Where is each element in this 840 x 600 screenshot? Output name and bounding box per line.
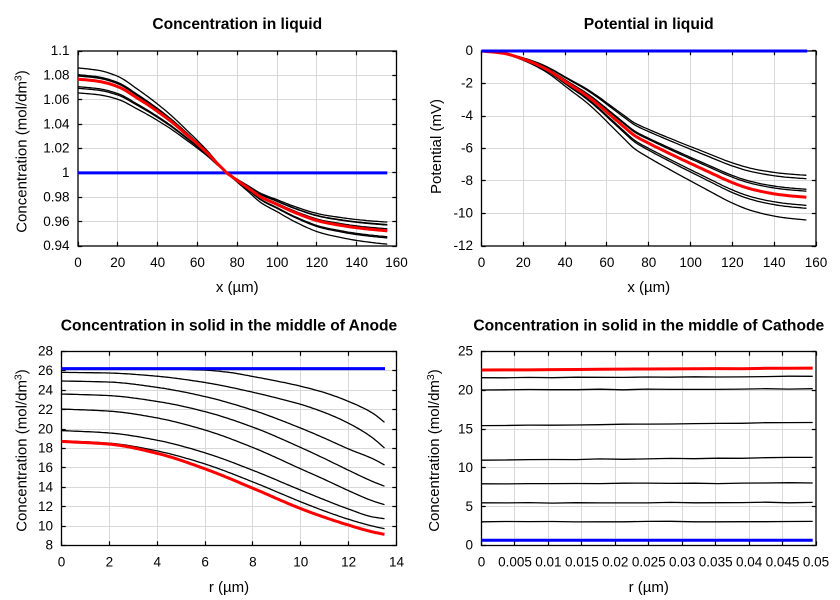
- svg-text:0.02: 0.02: [602, 555, 628, 570]
- svg-text:140: 140: [345, 255, 368, 270]
- svg-text:-12: -12: [453, 238, 473, 253]
- svg-text:-4: -4: [461, 108, 473, 123]
- svg-text:40: 40: [150, 255, 165, 270]
- svg-text:1.06: 1.06: [43, 92, 69, 107]
- svg-text:22: 22: [38, 402, 53, 417]
- svg-text:-2: -2: [461, 76, 473, 91]
- svg-text:0.015: 0.015: [565, 555, 599, 570]
- svg-text:15: 15: [458, 421, 473, 436]
- svg-text:r (µm): r (µm): [209, 579, 249, 596]
- svg-text:0: 0: [74, 255, 82, 270]
- svg-text:-8: -8: [461, 173, 473, 188]
- svg-text:100: 100: [266, 255, 289, 270]
- svg-text:12: 12: [38, 499, 53, 514]
- svg-text:Concentration in solid in the: Concentration in solid in the middle of …: [473, 318, 824, 335]
- svg-text:0.04: 0.04: [736, 555, 763, 570]
- svg-text:6: 6: [201, 555, 209, 570]
- svg-text:1.02: 1.02: [43, 141, 69, 156]
- svg-text:2: 2: [106, 555, 114, 570]
- svg-text:r (µm): r (µm): [629, 579, 669, 596]
- svg-text:100: 100: [679, 255, 702, 270]
- svg-text:-10: -10: [453, 206, 473, 221]
- svg-text:x (µm): x (µm): [216, 279, 259, 296]
- svg-text:160: 160: [385, 255, 408, 270]
- svg-text:0: 0: [478, 255, 486, 270]
- svg-text:0.045: 0.045: [766, 555, 800, 570]
- svg-text:0: 0: [58, 555, 66, 570]
- svg-text:80: 80: [230, 255, 245, 270]
- svg-text:Potential in liquid: Potential in liquid: [584, 16, 714, 33]
- svg-text:20: 20: [110, 255, 125, 270]
- svg-text:1.1: 1.1: [51, 43, 70, 58]
- svg-text:20: 20: [516, 255, 531, 270]
- svg-text:28: 28: [38, 344, 53, 359]
- svg-text:120: 120: [306, 255, 329, 270]
- svg-text:0.05: 0.05: [803, 555, 829, 570]
- svg-text:8: 8: [45, 538, 53, 553]
- svg-text:0.96: 0.96: [43, 214, 69, 229]
- svg-text:x (µm): x (µm): [627, 279, 670, 296]
- svg-text:26: 26: [38, 363, 53, 378]
- svg-text:12: 12: [341, 555, 356, 570]
- svg-text:0.025: 0.025: [632, 555, 666, 570]
- svg-text:Concentration (mol/dm3): Concentration (mol/dm3): [425, 369, 443, 532]
- svg-text:0.94: 0.94: [43, 238, 70, 253]
- svg-text:0.035: 0.035: [699, 555, 733, 570]
- svg-text:10: 10: [38, 518, 53, 533]
- svg-text:5: 5: [465, 499, 473, 514]
- svg-text:0: 0: [465, 43, 473, 58]
- svg-text:0: 0: [478, 555, 486, 570]
- svg-text:18: 18: [38, 441, 53, 456]
- svg-text:Concentration (mol/dm3): Concentration (mol/dm3): [13, 70, 31, 233]
- svg-text:14: 14: [38, 480, 54, 495]
- svg-text:1.04: 1.04: [43, 116, 70, 131]
- svg-text:16: 16: [38, 460, 53, 475]
- svg-text:1.08: 1.08: [43, 68, 69, 83]
- svg-text:10: 10: [458, 460, 473, 475]
- svg-text:0.03: 0.03: [669, 555, 695, 570]
- svg-text:0.01: 0.01: [535, 555, 561, 570]
- svg-text:60: 60: [190, 255, 205, 270]
- svg-text:Concentration (mol/dm3): Concentration (mol/dm3): [13, 369, 31, 532]
- svg-text:120: 120: [721, 255, 744, 270]
- svg-text:-6: -6: [461, 141, 473, 156]
- svg-text:1: 1: [62, 165, 70, 180]
- svg-text:40: 40: [558, 255, 573, 270]
- svg-text:Potential (mV): Potential (mV): [428, 99, 445, 194]
- svg-text:10: 10: [293, 555, 308, 570]
- svg-text:140: 140: [763, 255, 786, 270]
- svg-text:Concentration in solid in the: Concentration in solid in the middle of …: [61, 318, 398, 335]
- svg-text:20: 20: [38, 421, 53, 436]
- svg-text:60: 60: [599, 255, 614, 270]
- svg-text:24: 24: [38, 383, 54, 398]
- svg-text:8: 8: [249, 555, 257, 570]
- svg-text:25: 25: [458, 344, 473, 359]
- svg-text:20: 20: [458, 383, 473, 398]
- svg-text:Concentration in liquid: Concentration in liquid: [152, 16, 322, 33]
- svg-text:0: 0: [465, 538, 473, 553]
- svg-text:4: 4: [153, 555, 161, 570]
- svg-text:14: 14: [389, 555, 405, 570]
- svg-text:80: 80: [641, 255, 656, 270]
- svg-text:0.005: 0.005: [498, 555, 532, 570]
- svg-text:0.98: 0.98: [43, 189, 69, 204]
- svg-text:160: 160: [805, 255, 828, 270]
